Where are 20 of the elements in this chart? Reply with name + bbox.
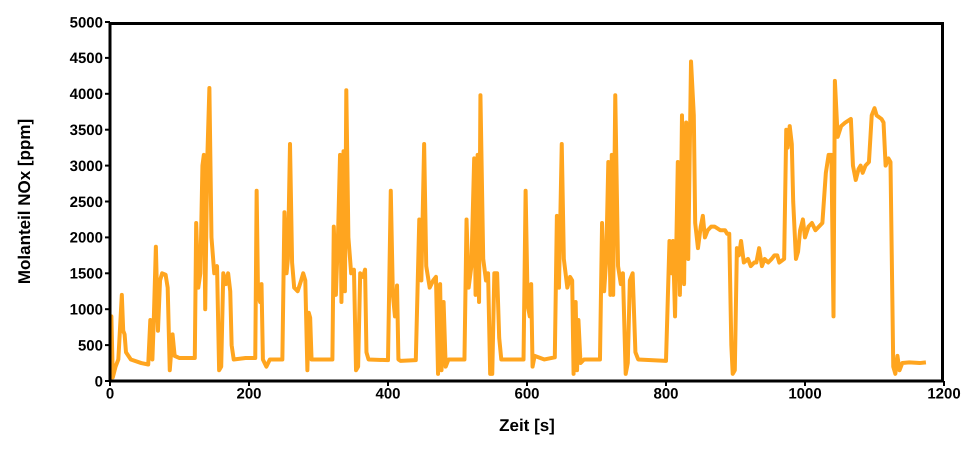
y-tick-label: 3500 [70, 122, 103, 140]
y-tick-label: 2500 [70, 194, 103, 211]
y-tick-label: 1000 [70, 302, 103, 319]
y-tick-label: 2000 [70, 230, 103, 247]
x-tick-label: 1000 [788, 386, 822, 403]
x-tick-label: 800 [653, 386, 679, 403]
x-tick-label: 1200 [927, 386, 961, 403]
x-axis-title: Zeit [s] [499, 416, 555, 435]
x-tick-label: 0 [106, 386, 114, 403]
y-tick-label: 5000 [70, 14, 103, 32]
y-tick-label: 1500 [70, 266, 103, 283]
y-tick-label: 3000 [70, 158, 103, 175]
y-tick-label: 4000 [70, 86, 103, 104]
y-tick-label: 0 [94, 373, 103, 390]
y-axis-title: Molanteil NOx [ppm] [15, 118, 34, 284]
y-tick-label: 500 [78, 337, 103, 354]
x-tick-label: 600 [514, 386, 540, 403]
x-tick-label: 400 [375, 386, 401, 403]
x-tick-label: 200 [236, 386, 262, 403]
y-tick-label: 4500 [70, 50, 103, 68]
